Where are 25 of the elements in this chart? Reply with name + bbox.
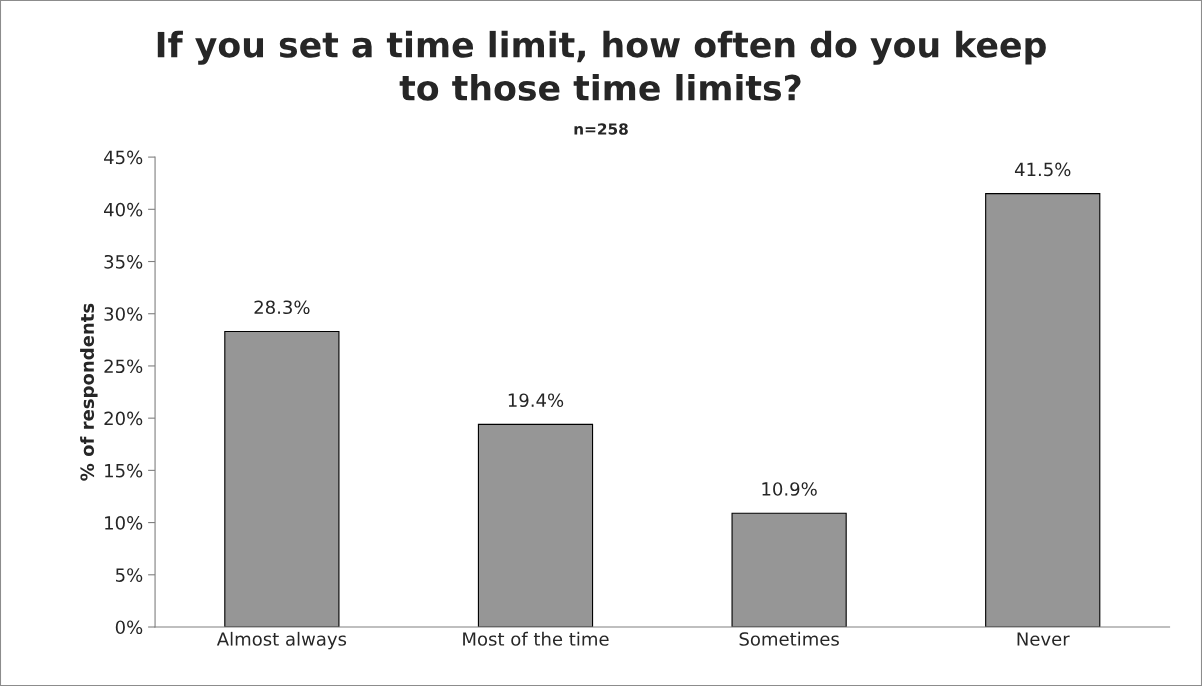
y-tick-label: 45% <box>104 150 143 165</box>
data-label: 10.9% <box>762 482 817 496</box>
x-tick-label: Almost always <box>216 631 347 650</box>
chart-title: If you set a time limit, how often do you keep to those time limits? <box>157 30 1046 101</box>
data-label: 28.3% <box>254 300 310 315</box>
y-tick-label: 15% <box>105 463 143 478</box>
bar <box>985 193 1101 627</box>
data-label: 41.5% <box>1014 162 1071 177</box>
y-tick-label: 40% <box>104 202 143 217</box>
chart-subtitle: n=258 <box>574 123 628 135</box>
y-tick-label: 25% <box>104 359 143 374</box>
x-tick-label: Most of the time <box>463 631 609 646</box>
bar <box>224 330 340 627</box>
bar <box>477 423 594 627</box>
y-tick-label: 35% <box>104 254 143 269</box>
y-tick-label: 10% <box>105 516 143 530</box>
y-tick-label: 5% <box>116 568 143 582</box>
y-tick-label: 30% <box>104 307 143 321</box>
x-tick-label: Never <box>1017 632 1070 646</box>
y-tick-label: 20% <box>104 411 143 426</box>
y-tick-label: 0% <box>115 620 143 635</box>
x-tick-label: Sometimes <box>739 631 839 646</box>
y-axis-title: % of respondents <box>80 303 98 481</box>
bar <box>731 512 847 627</box>
data-label: 19.4% <box>508 393 564 408</box>
